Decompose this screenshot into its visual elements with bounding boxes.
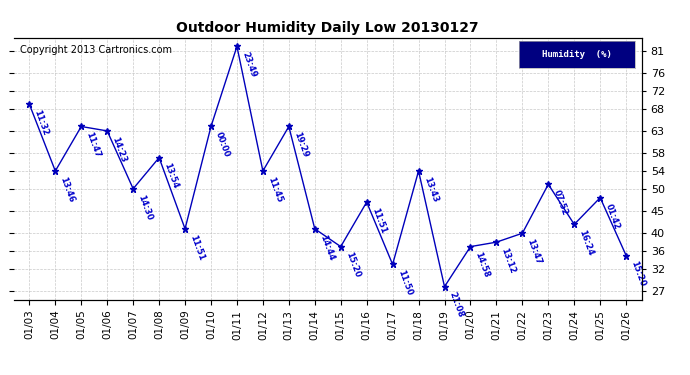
Text: 11:50: 11:50 <box>396 269 413 297</box>
Text: 13:46: 13:46 <box>59 176 76 204</box>
Text: 14:23: 14:23 <box>110 135 128 164</box>
Text: 23:49: 23:49 <box>240 51 257 79</box>
Text: 13:43: 13:43 <box>422 176 440 204</box>
Text: 21:08: 21:08 <box>448 291 465 319</box>
Text: 07:52: 07:52 <box>551 189 569 217</box>
Text: 01:42: 01:42 <box>603 202 621 230</box>
Text: 14:30: 14:30 <box>136 193 154 221</box>
Text: Copyright 2013 Cartronics.com: Copyright 2013 Cartronics.com <box>20 45 172 56</box>
Text: 19:29: 19:29 <box>292 131 310 159</box>
Title: Outdoor Humidity Daily Low 20130127: Outdoor Humidity Daily Low 20130127 <box>177 21 479 35</box>
Text: 11:51: 11:51 <box>370 207 387 235</box>
Text: 14:44: 14:44 <box>318 233 335 262</box>
Text: 11:45: 11:45 <box>266 176 284 204</box>
Text: 16:24: 16:24 <box>578 229 595 257</box>
Text: 13:12: 13:12 <box>500 247 517 275</box>
Text: 11:32: 11:32 <box>32 109 50 137</box>
Text: 11:47: 11:47 <box>84 131 102 159</box>
Text: 13:47: 13:47 <box>526 238 543 266</box>
Text: 15:20: 15:20 <box>344 251 362 279</box>
Text: 15:20: 15:20 <box>629 260 647 288</box>
Text: 00:00: 00:00 <box>214 131 232 159</box>
Text: 14:58: 14:58 <box>473 251 491 279</box>
Text: 11:51: 11:51 <box>188 233 206 262</box>
Text: 13:54: 13:54 <box>162 162 180 190</box>
